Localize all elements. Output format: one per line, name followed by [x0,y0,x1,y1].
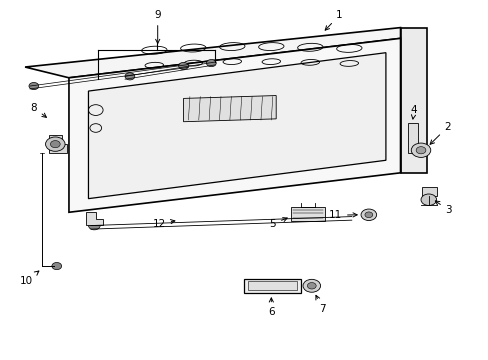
Text: 5: 5 [269,218,286,229]
Circle shape [178,62,188,69]
Circle shape [45,137,65,151]
Text: 6: 6 [267,298,274,317]
Circle shape [88,221,100,230]
Polygon shape [88,53,385,199]
Polygon shape [407,123,427,153]
Circle shape [206,59,216,67]
Text: 10: 10 [20,271,39,286]
Text: 1: 1 [325,10,342,30]
Circle shape [125,73,135,80]
Polygon shape [86,212,103,225]
Circle shape [420,194,436,206]
Text: 12: 12 [152,219,175,229]
Polygon shape [244,279,300,293]
Text: 2: 2 [429,122,450,144]
Text: 11: 11 [328,210,356,220]
Text: 9: 9 [154,10,161,44]
Polygon shape [290,207,325,221]
Polygon shape [69,39,400,212]
Polygon shape [183,95,276,122]
Polygon shape [422,187,436,196]
Polygon shape [400,28,427,173]
Polygon shape [25,28,400,78]
Circle shape [410,143,430,157]
Circle shape [364,212,372,218]
Circle shape [52,262,61,270]
Circle shape [415,147,425,154]
Polygon shape [49,135,66,153]
Text: 8: 8 [30,103,46,117]
Circle shape [50,140,60,148]
Text: 3: 3 [434,201,451,216]
Circle shape [307,283,316,289]
Circle shape [360,209,376,221]
Circle shape [29,82,39,90]
Text: 7: 7 [315,295,325,314]
Text: 4: 4 [410,105,417,119]
Polygon shape [248,281,296,291]
Circle shape [303,279,320,292]
